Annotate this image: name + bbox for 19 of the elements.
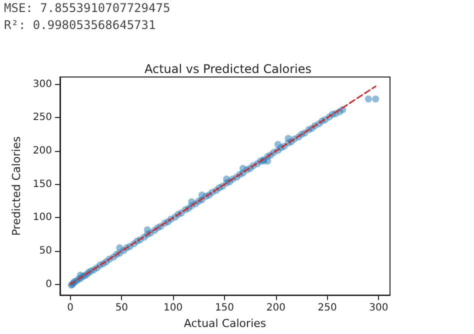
y-tick-label: 50 [39,246,52,257]
x-tick-label: 100 [164,302,183,314]
y-tick-label: 0 [46,278,52,290]
y-tick-label: 250 [32,112,52,124]
x-tick-label: 0 [67,302,74,314]
y-tick-label: 150 [32,178,52,190]
x-tick-label: 200 [266,302,286,314]
y-tick-label: 200 [32,146,52,157]
x-tick-label: 300 [369,302,388,314]
chart-title: Actual vs Predicted Calories [144,62,312,76]
x-tick-label: 250 [318,302,337,314]
x-axis-title: Actual Calories [184,317,266,330]
x-tick-label: 50 [115,302,128,314]
y-tick-label: 300 [32,78,52,90]
y-tick-label: 100 [32,212,52,224]
x-tick-label: 150 [214,302,234,314]
text: R²: 0.998053568645731 [4,17,157,34]
text: MSE: 7.8553910707729475 [4,0,170,17]
y-axis-title: Predicted Calories [10,136,24,236]
